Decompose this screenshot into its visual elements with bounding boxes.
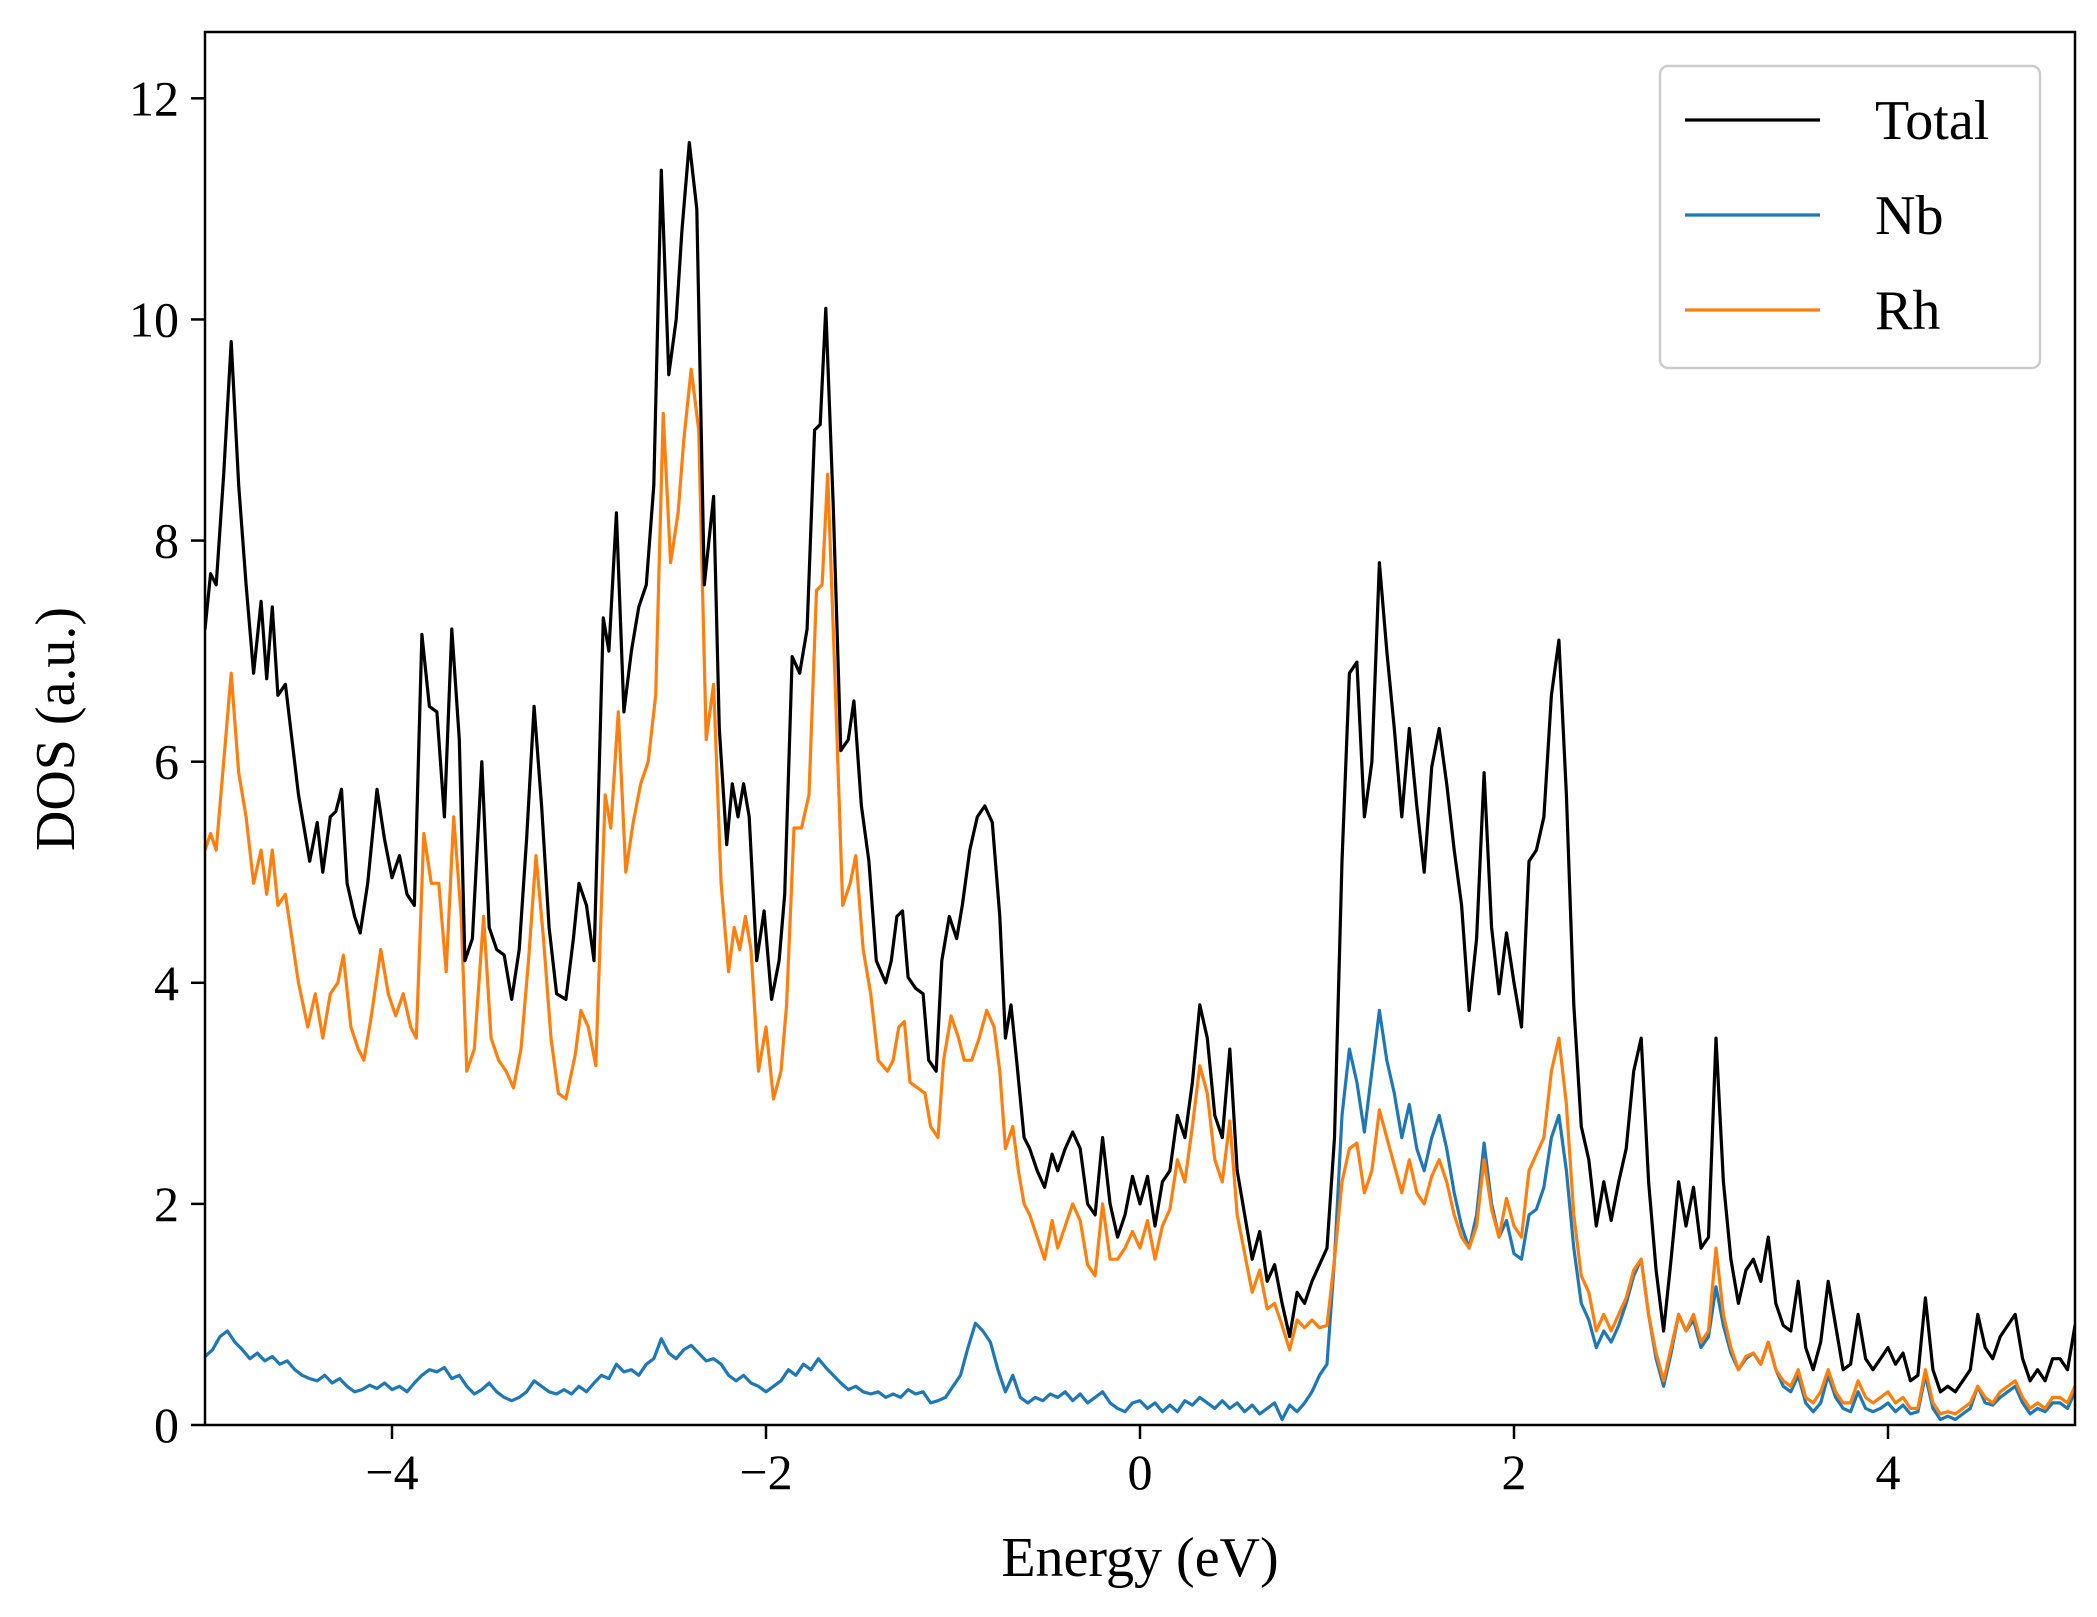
legend: Total Nb Rh (1658, 64, 2042, 370)
legend-label-total: Total (1875, 90, 1989, 152)
y-tick-label: 4 (154, 955, 179, 1011)
y-tick-label: 2 (154, 1176, 179, 1232)
x-axis-title: Energy (eV) (1001, 1527, 1278, 1589)
series-line-rh (205, 367, 2075, 1416)
y-tick-label: 10 (129, 291, 179, 347)
x-tick-label: 4 (1876, 1444, 1901, 1500)
x-tick-label: −4 (365, 1444, 418, 1500)
x-tick-label: 2 (1502, 1444, 1527, 1500)
series-line-total (205, 141, 2075, 1394)
y-tick-label: 0 (154, 1397, 179, 1453)
legend-box (1658, 64, 2042, 370)
x-tick-label: −2 (739, 1444, 792, 1500)
x-axis: −4 −2 0 2 4 (365, 1425, 1901, 1500)
legend-label-rh: Rh (1875, 280, 1940, 342)
y-tick-label: 8 (154, 513, 179, 569)
y-axis-title: DOS (a.u.) (25, 607, 87, 851)
y-tick-label: 6 (154, 734, 179, 790)
x-tick-label: 0 (1128, 1444, 1153, 1500)
series-layer (205, 141, 2075, 1422)
y-axis: 0 2 4 6 8 10 12 (129, 70, 205, 1453)
y-tick-label: 12 (129, 70, 179, 126)
legend-label-nb: Nb (1875, 185, 1943, 247)
